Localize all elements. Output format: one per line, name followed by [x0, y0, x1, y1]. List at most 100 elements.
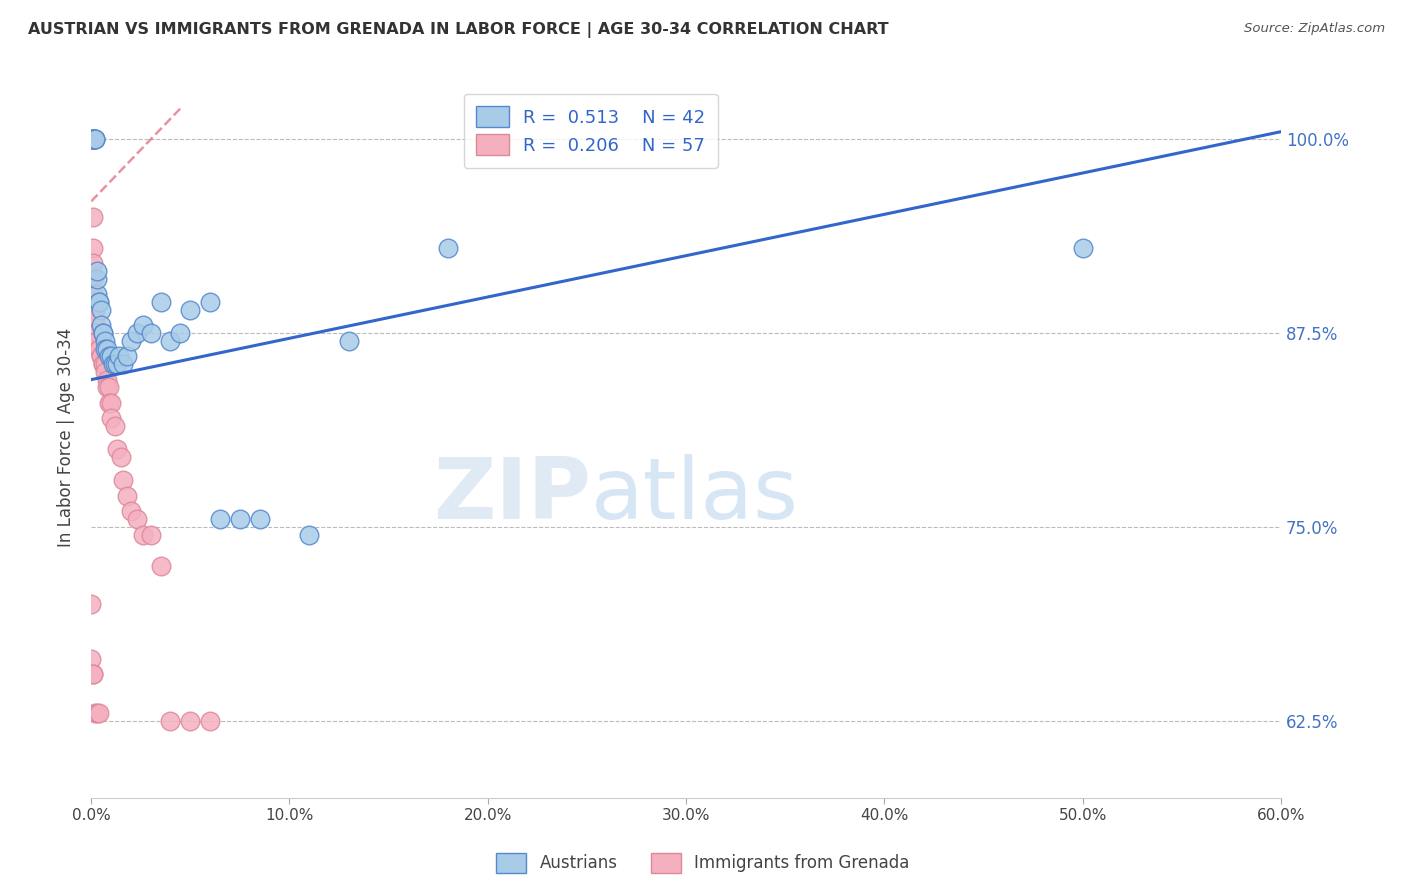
Point [82, 210, 104, 224]
Point [87, 295, 110, 310]
Point [86, 272, 108, 286]
Point [198, 295, 221, 310]
Point [108, 350, 131, 364]
Point [86, 706, 108, 720]
Point [229, 512, 252, 526]
Point [111, 357, 134, 371]
Point [82, 272, 104, 286]
Point [110, 450, 132, 464]
Point [90, 350, 112, 364]
Point [91, 357, 114, 371]
Point [100, 411, 122, 425]
Point [115, 489, 138, 503]
Point [115, 350, 138, 364]
Point [105, 442, 128, 457]
Point [84, 132, 107, 146]
Point [86, 287, 108, 301]
Point [94, 342, 117, 356]
Point [86, 326, 108, 340]
Point [91, 326, 114, 340]
Text: atlas: atlas [591, 454, 799, 537]
Point [337, 334, 360, 348]
Point [159, 334, 181, 348]
Point [82, 241, 104, 255]
Point [84, 132, 107, 146]
Legend: R =  0.513    N = 42, R =  0.206    N = 57: R = 0.513 N = 42, R = 0.206 N = 57 [464, 94, 718, 168]
Point [87, 342, 110, 356]
Point [149, 295, 172, 310]
Point [82, 132, 104, 146]
Point [91, 357, 114, 371]
Point [86, 334, 108, 348]
Point [80, 132, 103, 146]
Point [298, 527, 321, 541]
Point [84, 326, 107, 340]
Point [104, 357, 127, 371]
Point [105, 357, 128, 371]
Point [249, 512, 271, 526]
Point [86, 334, 108, 348]
Point [100, 350, 122, 364]
Y-axis label: In Labor Force | Age 30-34: In Labor Force | Age 30-34 [58, 328, 75, 548]
Point [104, 419, 127, 434]
Point [125, 326, 148, 340]
Point [80, 132, 103, 146]
Point [80, 132, 103, 146]
Point [98, 396, 121, 410]
Point [139, 527, 162, 541]
Text: Source: ZipAtlas.com: Source: ZipAtlas.com [1244, 22, 1385, 36]
Point [83, 132, 105, 146]
Point [80, 132, 103, 146]
Point [82, 132, 104, 146]
Point [101, 357, 124, 371]
Point [82, 272, 104, 286]
Point [80, 132, 103, 146]
Point [91, 326, 114, 340]
Point [96, 380, 118, 394]
Point [84, 326, 107, 340]
Point [132, 527, 155, 541]
Point [82, 667, 104, 681]
Point [84, 310, 107, 325]
Point [179, 714, 201, 728]
Point [1071, 241, 1094, 255]
Text: ZIP: ZIP [433, 454, 591, 537]
Point [111, 474, 134, 488]
Point [96, 373, 118, 387]
Point [149, 558, 172, 573]
Point [86, 264, 108, 278]
Point [198, 714, 221, 728]
Point [80, 651, 103, 665]
Point [87, 706, 110, 720]
Point [82, 295, 104, 310]
Point [86, 326, 108, 340]
Point [100, 396, 122, 410]
Point [159, 714, 181, 728]
Point [90, 302, 112, 317]
Point [437, 241, 460, 255]
Point [98, 350, 121, 364]
Point [80, 132, 103, 146]
Point [90, 318, 112, 333]
Point [94, 365, 117, 379]
Point [179, 302, 201, 317]
Point [82, 667, 104, 681]
Point [139, 326, 162, 340]
Point [209, 512, 232, 526]
Point [87, 342, 110, 356]
Point [132, 318, 155, 333]
Point [169, 326, 191, 340]
Point [90, 350, 112, 364]
Point [125, 512, 148, 526]
Text: AUSTRIAN VS IMMIGRANTS FROM GRENADA IN LABOR FORCE | AGE 30-34 CORRELATION CHART: AUSTRIAN VS IMMIGRANTS FROM GRENADA IN L… [28, 22, 889, 38]
Point [84, 706, 107, 720]
Point [84, 295, 107, 310]
Point [84, 302, 107, 317]
Point [82, 287, 104, 301]
Point [94, 357, 117, 371]
Legend: Austrians, Immigrants from Grenada: Austrians, Immigrants from Grenada [489, 847, 917, 880]
Point [94, 334, 117, 348]
Point [82, 256, 104, 270]
Point [80, 598, 103, 612]
Point [96, 342, 118, 356]
